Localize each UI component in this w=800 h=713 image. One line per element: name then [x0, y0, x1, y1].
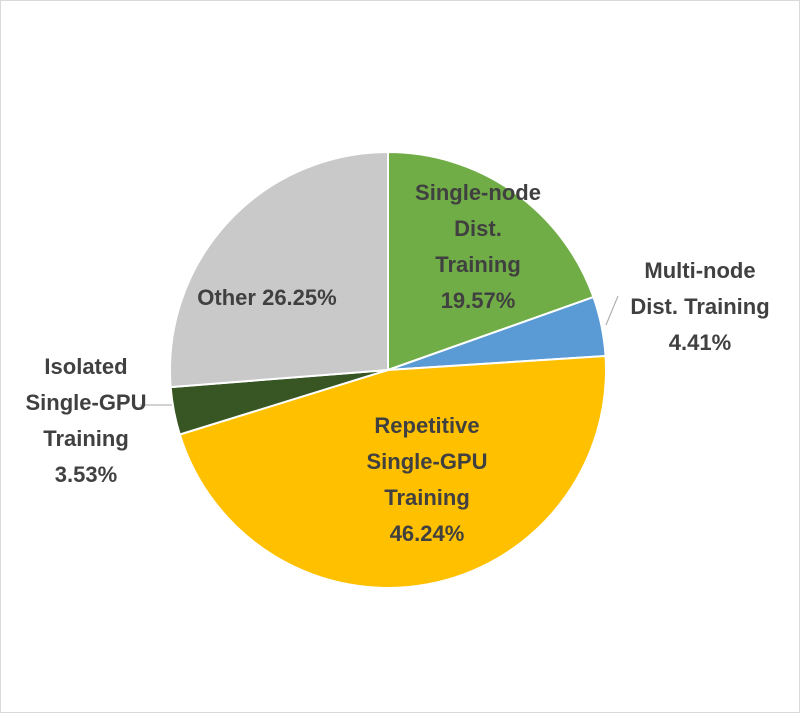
- data-label-line: Training: [435, 252, 521, 277]
- data-label-line: 4.41%: [669, 330, 731, 355]
- data-label-line: Isolated: [44, 354, 127, 379]
- pie-slice-single-node-dist-training: [387, 150, 595, 372]
- data-label-line: Dist. Training: [630, 294, 769, 319]
- data-label-line: Repetitive: [374, 413, 479, 438]
- data-label-line: Multi-node: [644, 258, 755, 283]
- leader-line: [605, 295, 619, 326]
- data-label-other: Other 26.25%: [197, 285, 336, 310]
- data-label-multi-node-dist-training: Multi-node Dist. Training 4.41%: [630, 258, 769, 355]
- data-label-line: 46.24%: [390, 521, 465, 546]
- data-label-line: Single-GPU: [366, 449, 487, 474]
- data-label-line: Other 26.25%: [197, 285, 336, 310]
- data-label-line: Single-GPU: [25, 390, 146, 415]
- leader-lines: [140, 295, 619, 406]
- pie-slices: [169, 150, 607, 589]
- data-label-line: 19.57%: [441, 288, 516, 313]
- data-label-line: Dist.: [454, 216, 502, 241]
- pie-slice-repetitive-single-gpu-training: [178, 354, 607, 589]
- data-label-line: Training: [43, 426, 129, 451]
- data-label-line: Training: [384, 485, 470, 510]
- data-label-isolated-single-gpu-training: Isolated Single-GPU Training 3.53%: [25, 354, 146, 487]
- data-label-single-node-dist-training: Single-node Dist. Training 19.57%: [415, 180, 541, 313]
- data-labels: Single-node Dist. Training 19.57% Multi-node…: [25, 180, 769, 546]
- data-label-repetitive-single-gpu-training: Repetitive Single-GPU Training 46.24%: [366, 413, 487, 546]
- data-label-line: 3.53%: [55, 462, 117, 487]
- pie-slice-other: [169, 150, 389, 389]
- data-label-line: Single-node: [415, 180, 541, 205]
